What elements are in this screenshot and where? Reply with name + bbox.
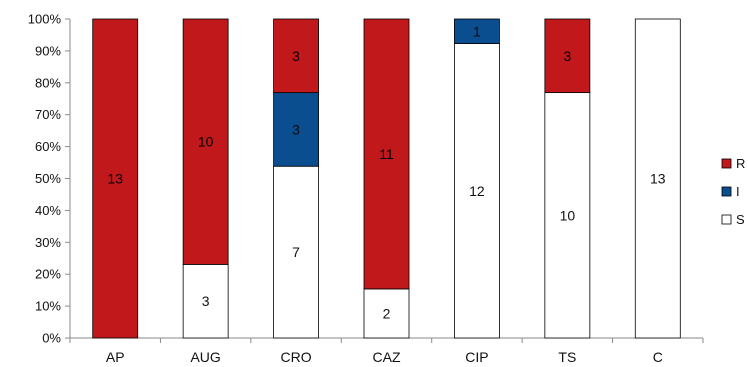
legend-label-i: I [736, 184, 740, 199]
bar-segment-r-ap [92, 18, 139, 339]
bar-segment-i-cip [454, 18, 500, 44]
bar-segment-s-cip [454, 43, 500, 339]
legend-swatch-r [721, 158, 732, 169]
data-label: 3 [292, 121, 300, 137]
legend-swatch-i [721, 186, 732, 197]
bar-segment-s-aug [182, 263, 229, 339]
data-label: 12 [469, 183, 485, 199]
y-tick-label: 0% [42, 331, 61, 346]
data-label: 3 [292, 48, 300, 64]
x-tick-label: TS [558, 349, 576, 365]
data-label: 11 [379, 146, 394, 162]
bar-segment-s-c [634, 18, 681, 339]
data-label: 7 [292, 244, 300, 260]
data-label: 3 [202, 293, 210, 309]
bar-segment-i-cro [273, 92, 319, 167]
y-tick-label: 90% [35, 43, 61, 58]
bar-segment-r-caz [363, 18, 410, 290]
data-label: 1 [473, 23, 481, 39]
y-tick-label: 10% [35, 299, 61, 314]
data-label: 10 [198, 134, 214, 150]
data-label: 10 [560, 207, 576, 223]
bar-segment-r-aug [182, 18, 229, 265]
legend-label-r: R [736, 156, 745, 171]
x-tick-label: C [653, 349, 663, 365]
legend-swatch-s [721, 214, 732, 225]
x-tick-label: AP [106, 349, 125, 365]
y-tick-label: 60% [35, 139, 61, 154]
legend-label-s: S [736, 212, 745, 227]
x-tick-label: AUG [190, 349, 220, 365]
bar-segment-r-ts [544, 18, 591, 94]
bar-segment-r-cro [273, 18, 319, 94]
y-tick-label: 30% [35, 235, 61, 250]
y-tick-label: 100% [28, 12, 62, 27]
data-label: 2 [383, 305, 391, 321]
data-label: 13 [650, 171, 666, 187]
y-tick-label: 20% [35, 267, 61, 282]
y-tick-label: 80% [35, 75, 61, 90]
y-tick-label: 50% [35, 171, 61, 186]
x-tick-label: CAZ [373, 349, 401, 365]
bar-segment-s-caz [363, 288, 410, 339]
x-tick-label: CIP [465, 349, 488, 365]
data-label: 13 [107, 171, 123, 187]
y-tick-label: 70% [35, 107, 61, 122]
x-tick-label: CRO [281, 349, 312, 365]
y-tick-label: 40% [35, 203, 61, 218]
data-label: 3 [563, 48, 571, 64]
